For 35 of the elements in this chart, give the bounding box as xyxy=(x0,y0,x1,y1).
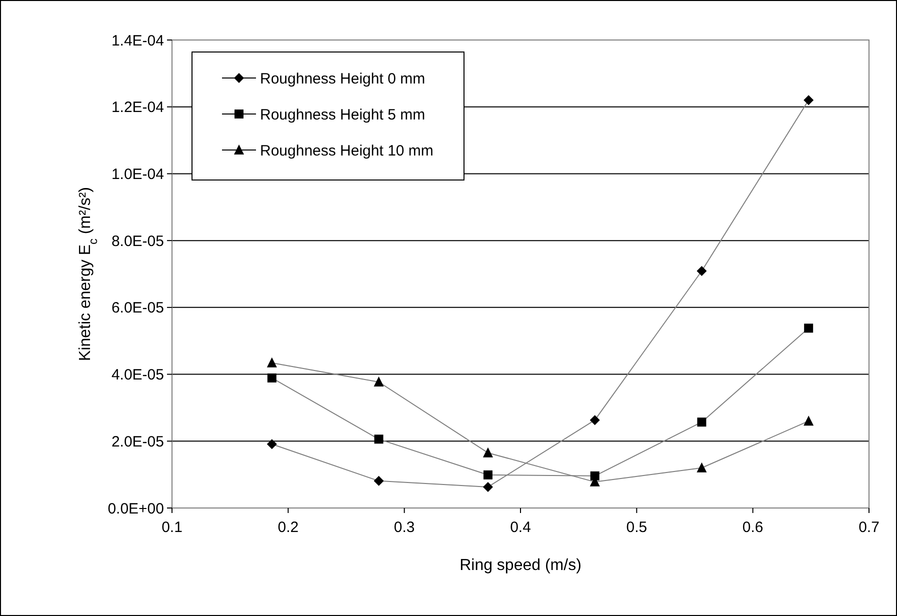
point xyxy=(483,470,492,480)
y-tick-label: 1.4E-04 xyxy=(111,32,164,50)
point xyxy=(804,416,814,426)
y-tick-label: 6.0E-05 xyxy=(111,300,164,317)
point xyxy=(696,462,707,472)
y-tick-label: 2.0E-05 xyxy=(111,433,164,450)
point xyxy=(267,373,276,382)
point xyxy=(590,415,600,426)
x-tick-label: 0.4 xyxy=(510,519,531,536)
y-tick-label: 4.0E-05 xyxy=(111,366,164,384)
point xyxy=(696,266,707,276)
y-tick-label: 1.0E-04 xyxy=(111,166,164,183)
y-tick-label: 0.0E+00 xyxy=(108,500,164,518)
point xyxy=(482,447,493,458)
x-tick-label: 0.2 xyxy=(278,519,299,536)
legend-label: Roughness Height 10 mm xyxy=(260,142,434,160)
point xyxy=(374,434,384,444)
x-axis-title: Ring speed (m/s) xyxy=(460,557,582,574)
point xyxy=(374,376,384,386)
legend-label: Roughness Height 0 mm xyxy=(260,70,426,88)
legend-label: Roughness Height 5 mm xyxy=(260,106,426,124)
point xyxy=(266,357,277,368)
point xyxy=(266,439,277,450)
y-tick-label: 8.0E-05 xyxy=(111,232,164,250)
point xyxy=(374,476,384,486)
point xyxy=(697,418,706,427)
x-tick-label: 0.1 xyxy=(162,519,182,536)
y-tick-label: 1.2E-04 xyxy=(111,99,164,116)
x-tick-label: 0.6 xyxy=(742,519,764,536)
x-tick-label: 0.3 xyxy=(394,519,415,536)
point xyxy=(482,482,493,492)
point xyxy=(804,324,814,333)
x-tick-label: 0.7 xyxy=(858,519,880,536)
point xyxy=(804,95,814,106)
x-tick-label: 0.5 xyxy=(626,519,648,536)
